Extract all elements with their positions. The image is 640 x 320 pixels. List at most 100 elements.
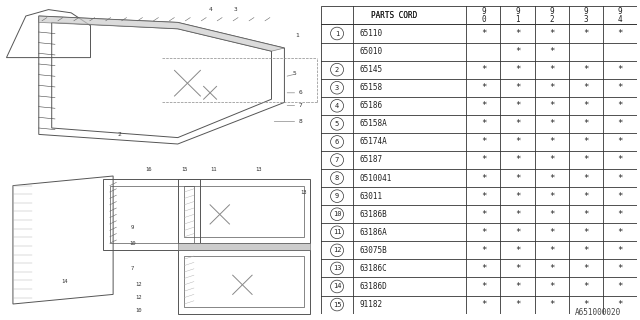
Text: 13: 13 — [301, 189, 307, 195]
Text: 65174A: 65174A — [359, 137, 387, 147]
Text: 3: 3 — [335, 85, 339, 91]
Text: PARTS CORD: PARTS CORD — [371, 11, 417, 20]
Text: 4: 4 — [208, 7, 212, 12]
Text: 13: 13 — [333, 265, 341, 271]
Text: *: * — [583, 101, 588, 110]
Text: *: * — [481, 119, 486, 128]
Text: *: * — [549, 173, 554, 183]
Text: *: * — [549, 192, 554, 201]
Text: 5: 5 — [335, 121, 339, 127]
Text: 63011: 63011 — [359, 192, 382, 201]
Text: *: * — [515, 101, 520, 110]
Text: *: * — [583, 29, 588, 38]
Text: *: * — [481, 29, 486, 38]
Text: 15: 15 — [333, 301, 341, 308]
Text: 10: 10 — [136, 308, 142, 313]
Text: 2: 2 — [118, 132, 122, 137]
Text: 16: 16 — [145, 167, 152, 172]
Text: 63186A: 63186A — [359, 228, 387, 237]
Text: 5: 5 — [292, 71, 296, 76]
Text: *: * — [549, 101, 554, 110]
Text: *: * — [515, 210, 520, 219]
Text: 11: 11 — [333, 229, 341, 235]
Text: 4: 4 — [335, 103, 339, 109]
Text: *: * — [583, 192, 588, 201]
Text: *: * — [515, 65, 520, 74]
Text: *: * — [617, 83, 623, 92]
Text: *: * — [549, 47, 554, 56]
Text: *: * — [481, 264, 486, 273]
Text: 9: 9 — [335, 193, 339, 199]
Text: *: * — [617, 264, 623, 273]
Text: *: * — [549, 29, 554, 38]
Text: *: * — [549, 246, 554, 255]
Text: 63186C: 63186C — [359, 264, 387, 273]
Text: 63075B: 63075B — [359, 246, 387, 255]
Text: *: * — [515, 119, 520, 128]
Text: *: * — [617, 282, 623, 291]
Text: *: * — [617, 300, 623, 309]
Text: 9: 9 — [131, 225, 134, 230]
Text: *: * — [481, 65, 486, 74]
Text: *: * — [515, 282, 520, 291]
Text: 65186: 65186 — [359, 101, 382, 110]
Text: 0510041: 0510041 — [359, 173, 392, 183]
Text: *: * — [515, 137, 520, 147]
Text: *: * — [481, 137, 486, 147]
Text: *: * — [549, 65, 554, 74]
Text: *: * — [617, 119, 623, 128]
Text: *: * — [549, 300, 554, 309]
Text: *: * — [481, 83, 486, 92]
Text: *: * — [515, 29, 520, 38]
Text: 14: 14 — [333, 284, 341, 290]
Text: PARTS CORD: PARTS CORD — [371, 11, 417, 20]
Text: *: * — [481, 156, 486, 164]
Text: 12: 12 — [136, 282, 142, 287]
Text: *: * — [583, 65, 588, 74]
Text: 15: 15 — [181, 167, 188, 172]
Text: *: * — [515, 47, 520, 56]
Text: *: * — [617, 192, 623, 201]
Text: *: * — [481, 101, 486, 110]
Text: *: * — [583, 264, 588, 273]
Text: 9
0: 9 0 — [481, 7, 486, 24]
Text: 7: 7 — [299, 103, 303, 108]
Text: *: * — [481, 192, 486, 201]
Text: 65145: 65145 — [359, 65, 382, 74]
Text: 6: 6 — [335, 139, 339, 145]
Text: *: * — [515, 228, 520, 237]
Text: *: * — [617, 65, 623, 74]
Text: 13: 13 — [255, 167, 262, 172]
Text: *: * — [583, 156, 588, 164]
Text: *: * — [515, 264, 520, 273]
Text: *: * — [481, 300, 486, 309]
Text: *: * — [617, 137, 623, 147]
Text: *: * — [515, 156, 520, 164]
Text: *: * — [515, 300, 520, 309]
Text: *: * — [617, 173, 623, 183]
Text: *: * — [617, 101, 623, 110]
Text: *: * — [583, 282, 588, 291]
Text: *: * — [617, 156, 623, 164]
Text: *: * — [481, 246, 486, 255]
Text: 10: 10 — [129, 241, 136, 246]
Text: 6: 6 — [299, 90, 303, 95]
Text: 1: 1 — [296, 33, 300, 38]
Text: 65158: 65158 — [359, 83, 382, 92]
Text: *: * — [549, 210, 554, 219]
Text: 8: 8 — [299, 119, 303, 124]
Text: *: * — [549, 282, 554, 291]
Text: 63186B: 63186B — [359, 210, 387, 219]
Text: 14: 14 — [61, 279, 68, 284]
Text: *: * — [515, 83, 520, 92]
Text: 3: 3 — [234, 7, 238, 12]
Text: *: * — [549, 137, 554, 147]
Text: 12: 12 — [333, 247, 341, 253]
Text: *: * — [515, 192, 520, 201]
Text: *: * — [583, 246, 588, 255]
Text: *: * — [515, 173, 520, 183]
Text: *: * — [583, 228, 588, 237]
Text: 11: 11 — [210, 167, 216, 172]
Text: 12: 12 — [136, 295, 142, 300]
Text: *: * — [549, 83, 554, 92]
